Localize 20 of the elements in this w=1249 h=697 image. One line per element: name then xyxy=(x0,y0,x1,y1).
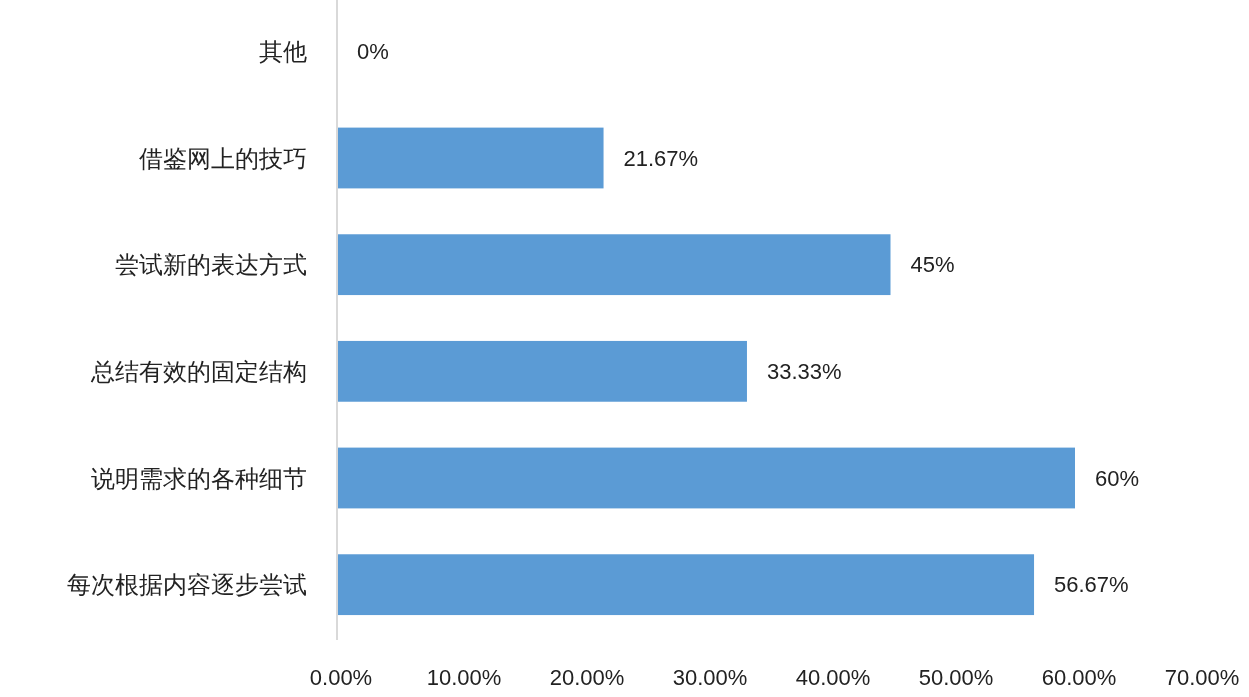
x-tick-label: 40.00% xyxy=(795,665,871,690)
x-tick-label: 50.00% xyxy=(918,665,994,690)
y-tick-label: 借鉴网上的技巧 xyxy=(139,144,307,172)
y-tick-label: 说明需求的各种细节 xyxy=(91,464,307,492)
x-tick-label: 20.00% xyxy=(549,665,625,690)
y-tick-label: 其他 xyxy=(259,37,307,65)
y-tick-label: 尝试新的表达方式 xyxy=(115,251,307,279)
data-label: 21.67% xyxy=(623,145,699,171)
data-label: 60% xyxy=(1095,465,1140,491)
y-tick-label: 每次根据内容逐步尝试 xyxy=(67,571,307,599)
data-label: 45% xyxy=(910,252,955,278)
x-tick-label: 60.00% xyxy=(1041,665,1117,690)
x-tick-label: 30.00% xyxy=(672,665,748,690)
x-tick-label: 0.00% xyxy=(309,665,373,690)
x-tick-label: 10.00% xyxy=(426,665,502,690)
data-label: 56.67% xyxy=(1054,572,1129,598)
y-tick-label: 总结有效的固定结构 xyxy=(90,357,307,385)
data-label: 33.33% xyxy=(766,358,842,384)
data-label: 0% xyxy=(357,38,389,64)
x-tick-label: 70.00% xyxy=(1164,665,1240,690)
